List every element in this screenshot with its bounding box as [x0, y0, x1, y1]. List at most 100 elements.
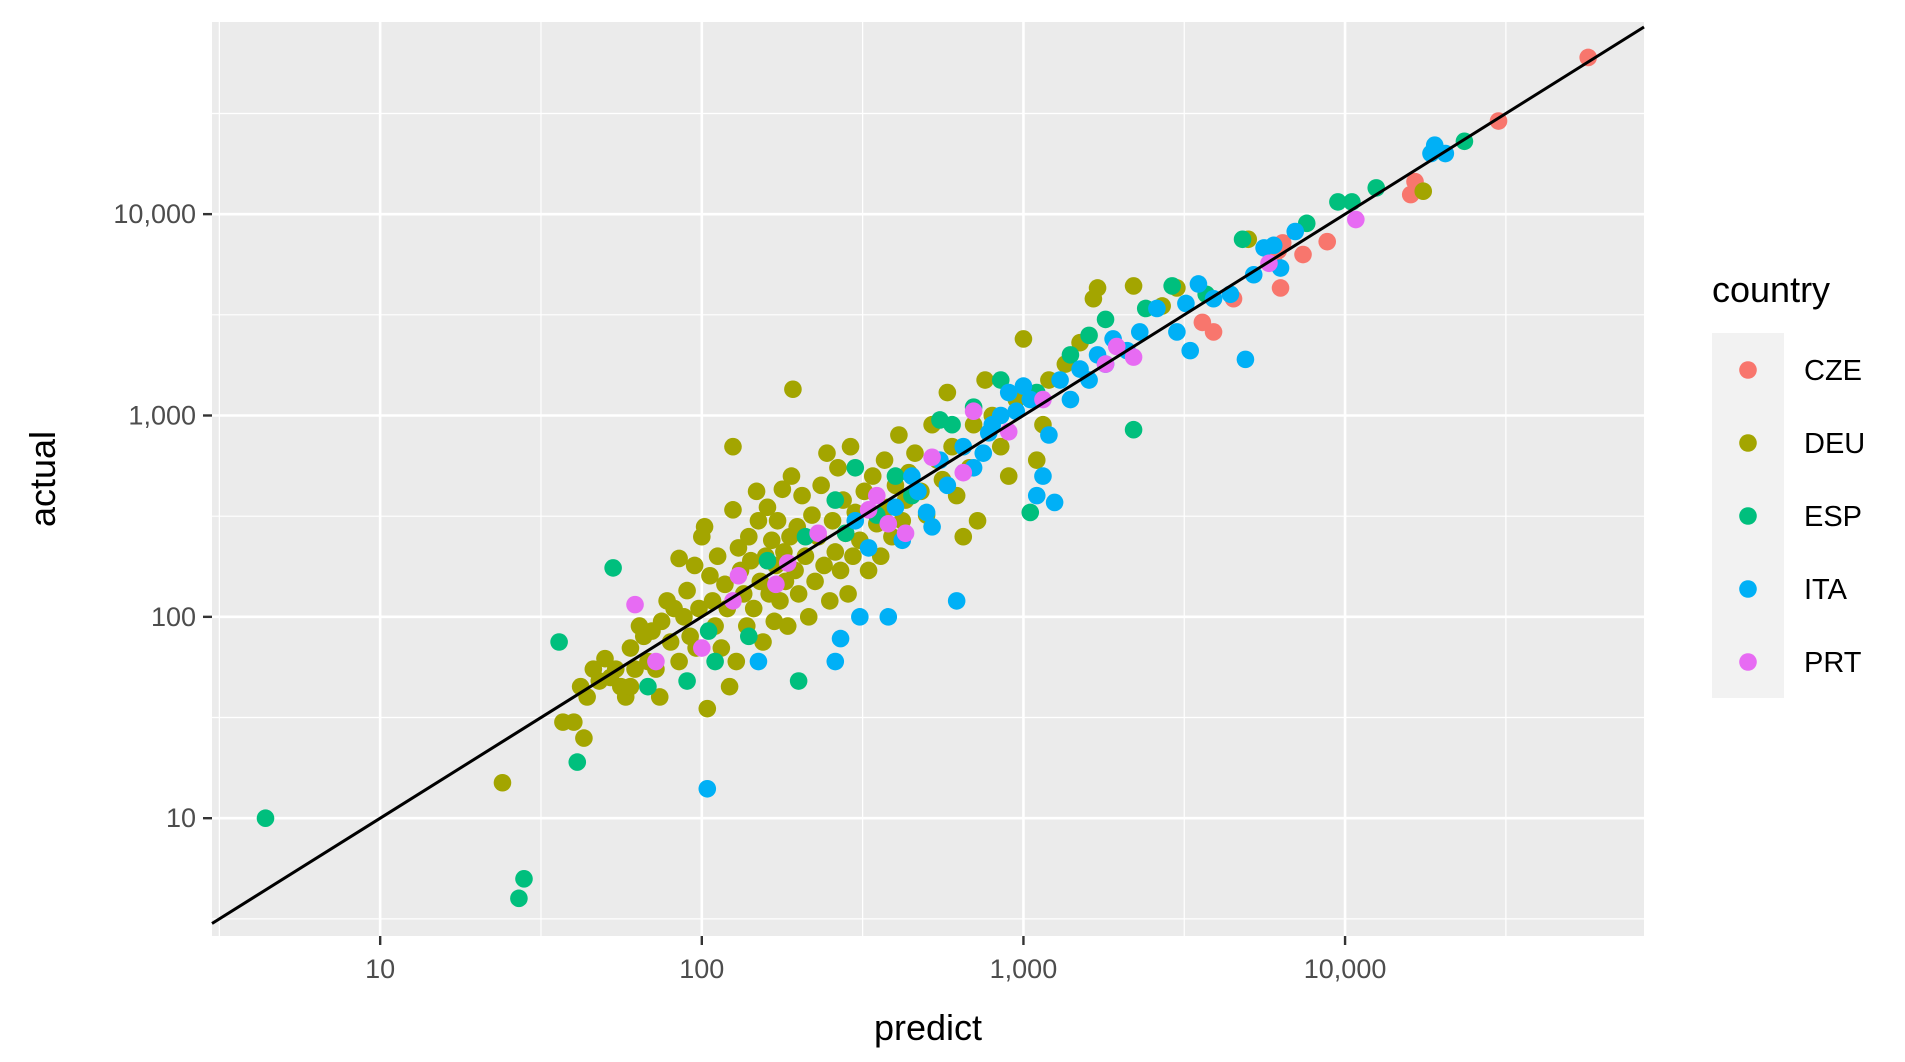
legend-label: ITA — [1804, 574, 1848, 606]
data-point — [768, 511, 787, 530]
data-point — [991, 371, 1010, 389]
data-point — [789, 672, 808, 690]
data-point — [685, 556, 704, 575]
legend-label: ESP — [1804, 501, 1862, 533]
data-point — [1107, 337, 1126, 356]
data-point — [724, 501, 742, 519]
data-point — [1124, 420, 1143, 439]
data-point — [839, 585, 857, 603]
data-point — [823, 511, 842, 530]
data-point — [550, 633, 568, 651]
data-point — [604, 559, 622, 577]
data-point — [727, 652, 746, 671]
data-point — [826, 491, 845, 509]
data-point — [712, 639, 731, 657]
x-tick-label: 10,000 — [1304, 954, 1387, 984]
legend-item-esp: ESP — [1739, 501, 1862, 533]
data-point — [815, 556, 833, 575]
data-point — [867, 486, 886, 505]
data-point — [976, 371, 994, 389]
data-point — [1021, 390, 1040, 409]
x-tick-label: 10 — [365, 954, 395, 984]
data-point — [1294, 245, 1312, 264]
data-point — [991, 406, 1010, 425]
data-point — [784, 380, 802, 399]
data-point — [1130, 323, 1149, 341]
plot-panel — [212, 22, 1644, 936]
data-point — [1181, 341, 1200, 360]
data-point — [754, 633, 772, 651]
y-axis: 10 100 1,000 10,000 — [113, 199, 212, 833]
data-point — [699, 622, 718, 640]
data-point — [831, 629, 850, 648]
legend-label: DEU — [1804, 428, 1865, 460]
data-point — [758, 551, 777, 570]
data-point — [991, 437, 1010, 456]
data-point — [778, 617, 797, 635]
data-point — [1168, 323, 1186, 341]
data-point — [626, 595, 644, 614]
minor-gridlines — [212, 22, 1644, 936]
data-point — [724, 592, 742, 610]
data-point — [749, 511, 768, 530]
x-axis-title: predict — [874, 1007, 982, 1048]
data-point — [826, 652, 845, 671]
data-point — [1014, 330, 1033, 348]
data-point — [803, 506, 821, 524]
x-tick-label: 100 — [679, 954, 724, 984]
data-point — [773, 480, 792, 499]
data-point — [1096, 310, 1115, 329]
data-point — [886, 498, 905, 517]
data-point — [890, 426, 908, 444]
data-point — [1034, 390, 1052, 409]
data-point — [740, 527, 758, 546]
data-point — [621, 639, 640, 657]
data-point — [859, 539, 878, 557]
data-point — [789, 585, 808, 603]
data-point — [708, 547, 727, 566]
data-point — [851, 608, 869, 626]
data-point — [256, 809, 275, 828]
data-point — [565, 713, 583, 731]
data-point — [1329, 193, 1347, 211]
data-point — [954, 463, 973, 482]
data-point — [771, 592, 789, 610]
data-point — [818, 444, 836, 462]
data-point — [575, 729, 593, 747]
data-point — [1271, 279, 1290, 297]
legend-key — [1739, 361, 1757, 379]
y-axis-title: actual — [22, 431, 63, 527]
data-point — [826, 543, 845, 561]
legend-title: country — [1712, 269, 1830, 310]
data-point — [626, 660, 644, 678]
data-point — [1027, 486, 1046, 505]
data-point — [568, 753, 587, 771]
data-point — [923, 518, 941, 536]
data-point — [863, 467, 882, 485]
data-point — [1061, 346, 1080, 364]
data-point — [744, 599, 763, 618]
data-point — [1204, 323, 1223, 341]
y-tick-label: 10 — [166, 803, 196, 833]
data-point — [749, 652, 768, 671]
data-point — [1343, 193, 1361, 211]
data-point — [675, 608, 693, 626]
data-point — [859, 561, 878, 580]
data-point — [758, 498, 777, 517]
data-point — [947, 592, 966, 610]
data-point — [1244, 265, 1263, 284]
data-point — [1034, 467, 1052, 485]
data-point — [1177, 294, 1195, 313]
data-point — [799, 608, 818, 626]
data-point — [706, 652, 724, 671]
data-point — [1124, 348, 1143, 366]
data-point — [1014, 377, 1033, 395]
data-point — [896, 524, 915, 543]
legend: country CZE DEU ESP ITA PRT — [1712, 269, 1865, 698]
data-point — [1163, 277, 1181, 295]
data-point — [875, 451, 894, 469]
identity-line — [211, 25, 1645, 925]
data-point — [1061, 390, 1080, 409]
data-point — [886, 467, 905, 485]
